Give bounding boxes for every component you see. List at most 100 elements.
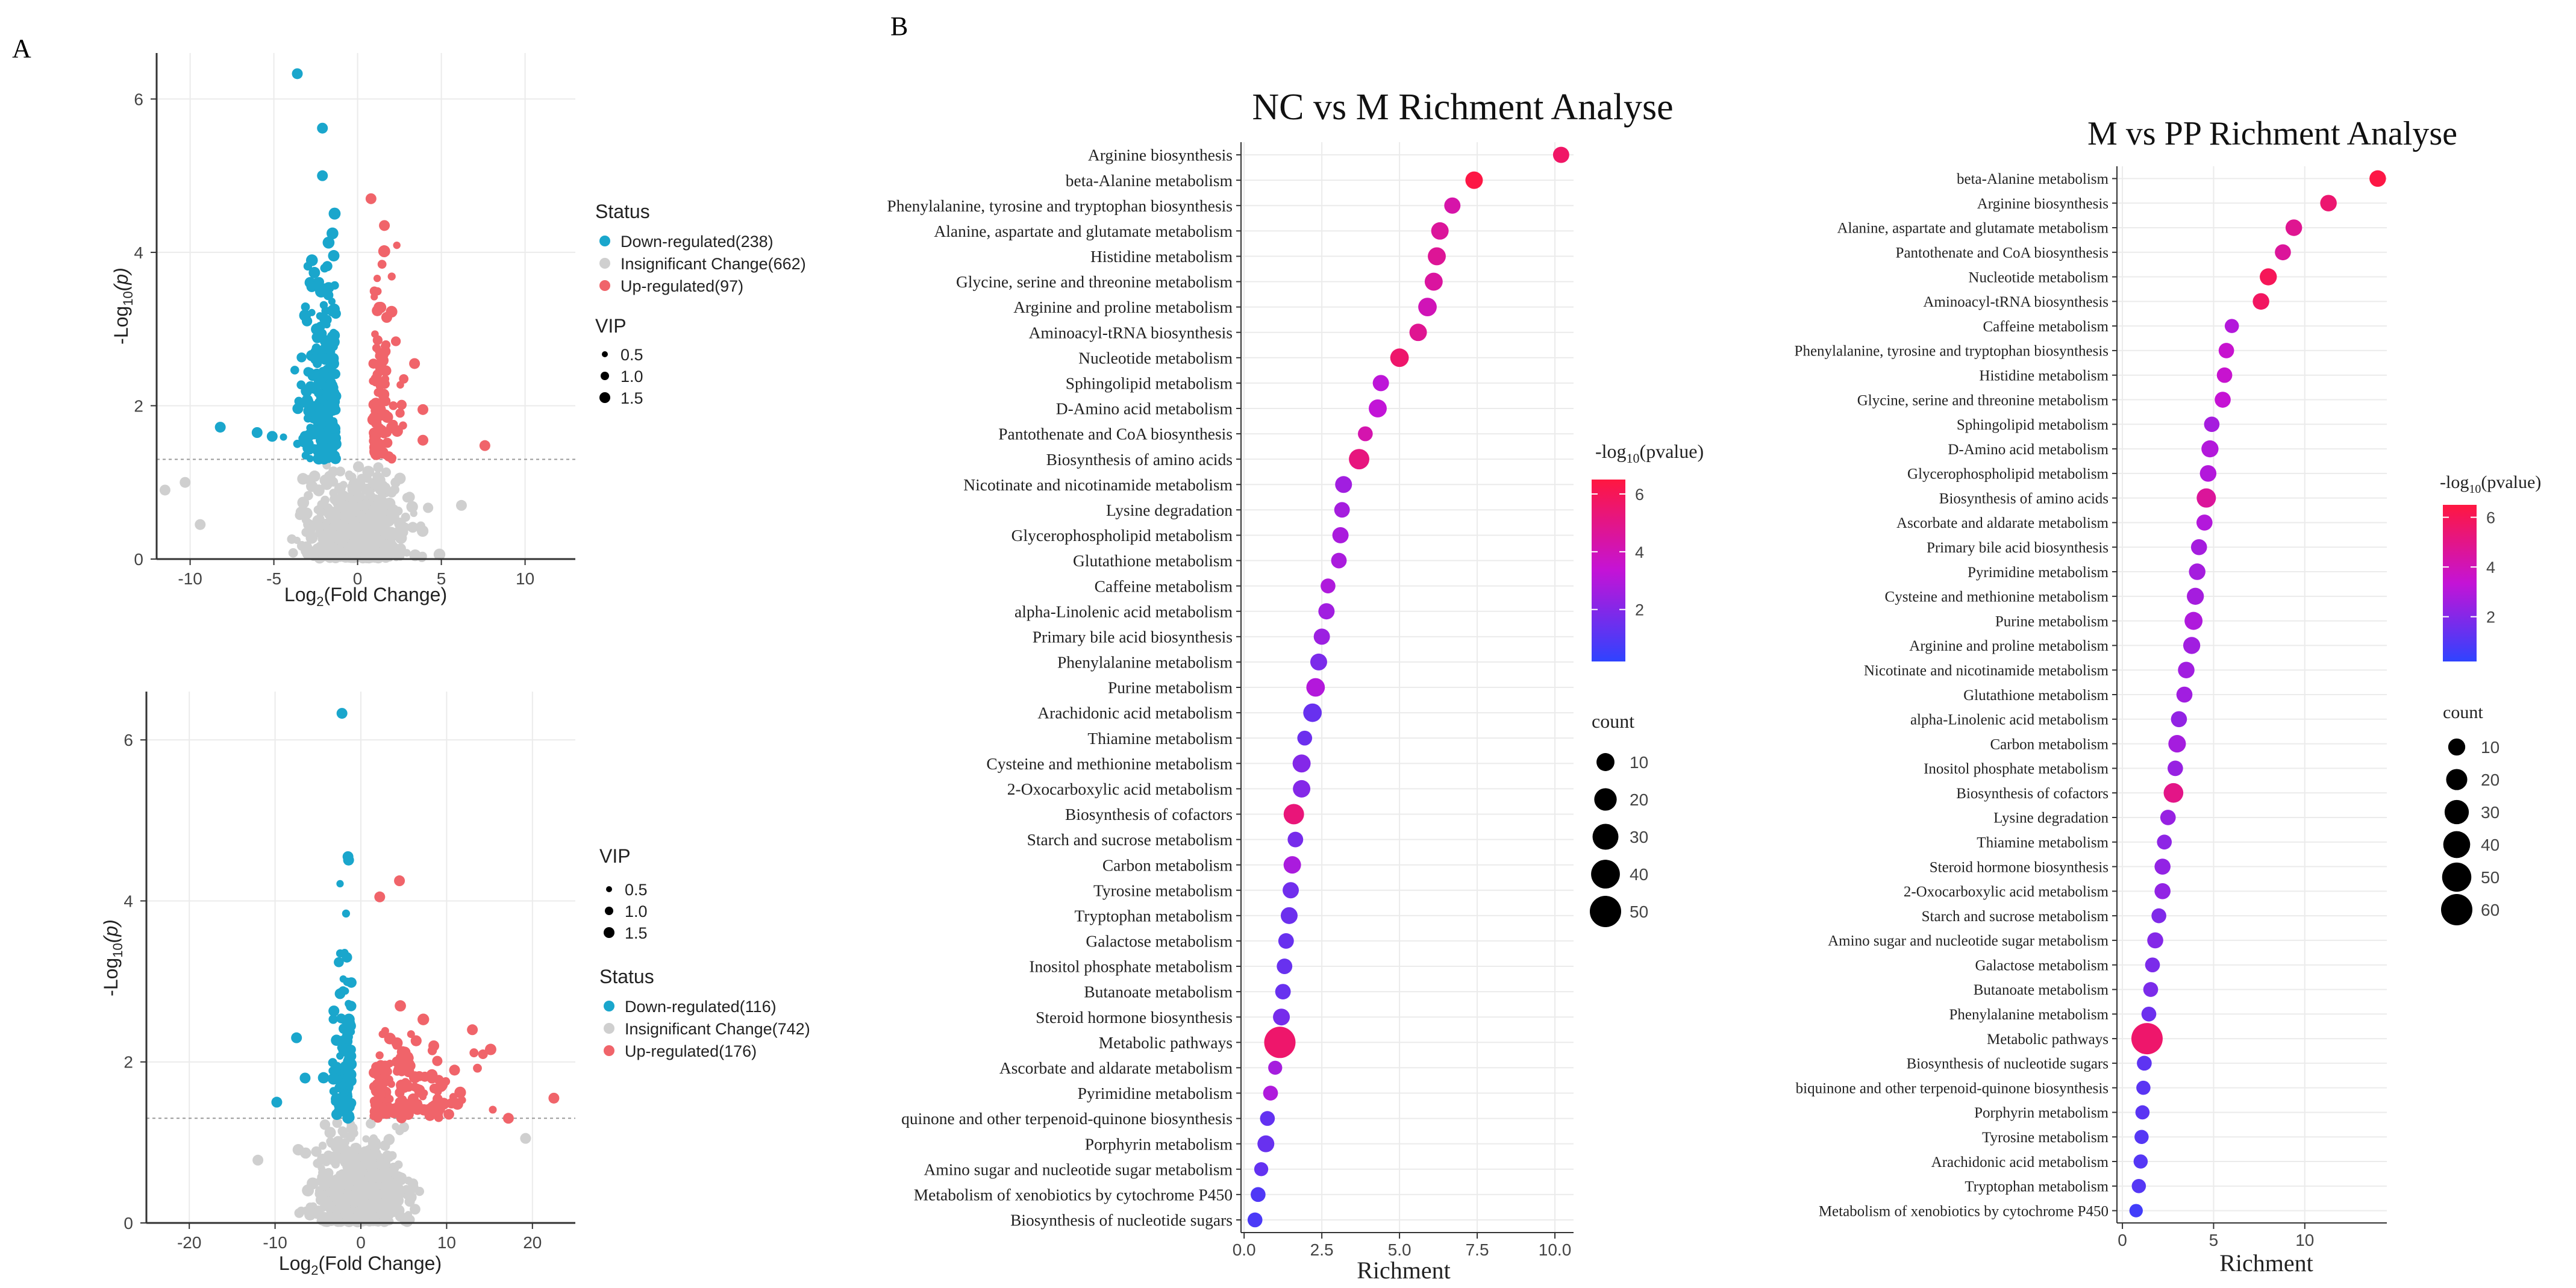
data-point-up <box>375 1088 386 1099</box>
panel-label-b: B <box>890 11 908 41</box>
pathway-label: Inositol phosphate metabolism <box>1029 957 1233 976</box>
bubble-1-size-legend: count 10 20 30 40 50 <box>1590 710 1648 927</box>
volcano-plot-2: -20 -10 0 10 20 0 2 4 6 Log2(Fold Change) -Log10… <box>100 692 810 1278</box>
data-point-insignificant <box>381 467 391 477</box>
bubble-point <box>1254 1162 1269 1177</box>
x-tick-label: 10 <box>516 569 534 588</box>
data-point-insignificant <box>352 1155 361 1165</box>
data-point-insignificant <box>383 1134 395 1145</box>
bubble-point <box>1335 476 1352 493</box>
panel-label-a: A <box>12 34 31 63</box>
data-point-up <box>370 436 382 447</box>
size-legend-dot <box>1590 896 1621 927</box>
data-point-down <box>313 410 326 423</box>
data-point-up <box>408 1071 421 1084</box>
pathway-label: Phenylalanine metabolism <box>1057 653 1233 672</box>
legend-insignificant-label: Insignificant Change(742) <box>625 1020 810 1038</box>
bubble-point <box>2218 343 2234 358</box>
data-point-up <box>397 1051 409 1063</box>
data-point-up <box>395 1000 406 1012</box>
pathway-label: Glutathione metabolism <box>1963 687 2109 704</box>
pathway-label: Starch and sucrose metabolism <box>1922 908 2109 925</box>
volcano-1-legend: Status Down-regulated(238) Insignificant… <box>595 201 806 407</box>
pathway-label: 2-Oxocarboxylic acid metabolism <box>1007 780 1233 798</box>
pathway-label: Caffeine metabolism <box>1983 319 2109 335</box>
x-tick-label: -20 <box>177 1233 201 1252</box>
data-point-insignificant <box>404 1196 415 1207</box>
data-point-insignificant <box>380 485 389 494</box>
bubble-point <box>2143 982 2159 997</box>
data-point-insignificant <box>366 1119 376 1129</box>
legend-vip-small <box>602 351 608 357</box>
data-point-insignificant <box>343 1187 352 1196</box>
data-point-insignificant <box>346 1152 355 1161</box>
data-point-down <box>330 452 340 462</box>
data-point-down <box>347 1028 355 1036</box>
data-point-insignificant <box>319 1119 331 1130</box>
data-point-down <box>330 357 339 365</box>
data-point-insignificant <box>387 535 396 543</box>
bubble-2-ylabels: beta-Alanine metabolism Arginine biosynth… <box>1795 171 2117 1219</box>
data-point-up <box>377 260 387 269</box>
data-point-insignificant <box>345 1164 357 1176</box>
bubble-point <box>1424 272 1443 291</box>
data-point-up <box>369 286 380 296</box>
data-point-up <box>392 1042 401 1050</box>
data-point-up <box>370 373 382 385</box>
data-point-insignificant <box>302 1184 314 1196</box>
data-point-up <box>374 423 384 433</box>
volcano-2-x-axis-title: Log2(Fold Change) <box>279 1252 442 1278</box>
data-point-up <box>375 302 387 313</box>
data-point-down <box>306 455 314 463</box>
data-point-insignificant <box>414 1186 425 1196</box>
legend-vip-label-2: 1.0 <box>625 902 648 921</box>
pathway-label: Phenylalanine, tyrosine and tryptophan b… <box>887 196 1233 215</box>
legend-vip-large <box>599 392 610 403</box>
bubble-point <box>1331 552 1347 569</box>
data-point-insignificant <box>416 521 425 531</box>
pathway-label: biquinone and other terpenoid-quinone bi… <box>1796 1080 2109 1096</box>
data-point-insignificant <box>394 472 406 484</box>
y-tick-label: 2 <box>123 1053 133 1072</box>
data-point-down <box>299 1072 311 1084</box>
data-point-down <box>329 383 339 393</box>
data-point-up <box>548 1092 560 1104</box>
data-point-up <box>424 1110 436 1121</box>
data-point-up <box>432 1055 443 1066</box>
color-bar-tick-label: 6 <box>2486 509 2495 527</box>
data-point-down <box>345 1038 352 1046</box>
data-point-insignificant <box>368 550 381 563</box>
data-point-up <box>395 408 405 418</box>
data-point-insignificant <box>317 1173 325 1181</box>
data-point-insignificant <box>305 531 318 544</box>
pathway-label: Amino sugar and nucleotide sugar metabol… <box>1828 933 2109 949</box>
bubble-point <box>1306 678 1325 697</box>
legend-vip-small <box>606 886 612 892</box>
bubble-1-x-axis-title: Richment <box>1357 1257 1451 1284</box>
data-point-insignificant <box>410 1204 420 1215</box>
data-point-up <box>396 1080 407 1091</box>
bubble-point <box>2196 488 2216 508</box>
data-point-down <box>293 439 302 448</box>
legend-vip-medium <box>605 907 613 915</box>
data-point-insignificant <box>357 528 369 540</box>
pathway-label: Tryptophan metabolism <box>1965 1179 2109 1195</box>
pathway-label: Arachidonic acid metabolism <box>1931 1154 2109 1171</box>
pathway-label: Arginine and proline metabolism <box>1013 298 1233 316</box>
data-point-insignificant <box>340 536 348 544</box>
data-point-insignificant <box>252 1154 264 1166</box>
bubble-point <box>2224 319 2239 333</box>
bubble-point <box>2134 1130 2149 1145</box>
data-point-up <box>368 399 380 410</box>
data-point-insignificant <box>387 1151 397 1160</box>
data-point-insignificant <box>360 513 368 521</box>
y-tick-label: 2 <box>134 396 143 415</box>
data-point-insignificant <box>308 523 316 531</box>
data-point-insignificant <box>390 484 400 495</box>
data-point-down <box>343 1068 352 1077</box>
data-point-up <box>370 293 378 301</box>
pathway-label: beta-Alanine metabolism <box>1957 171 2109 187</box>
x-tick-label: -10 <box>263 1233 287 1252</box>
data-point-up <box>396 381 404 389</box>
data-point-down <box>315 388 324 396</box>
